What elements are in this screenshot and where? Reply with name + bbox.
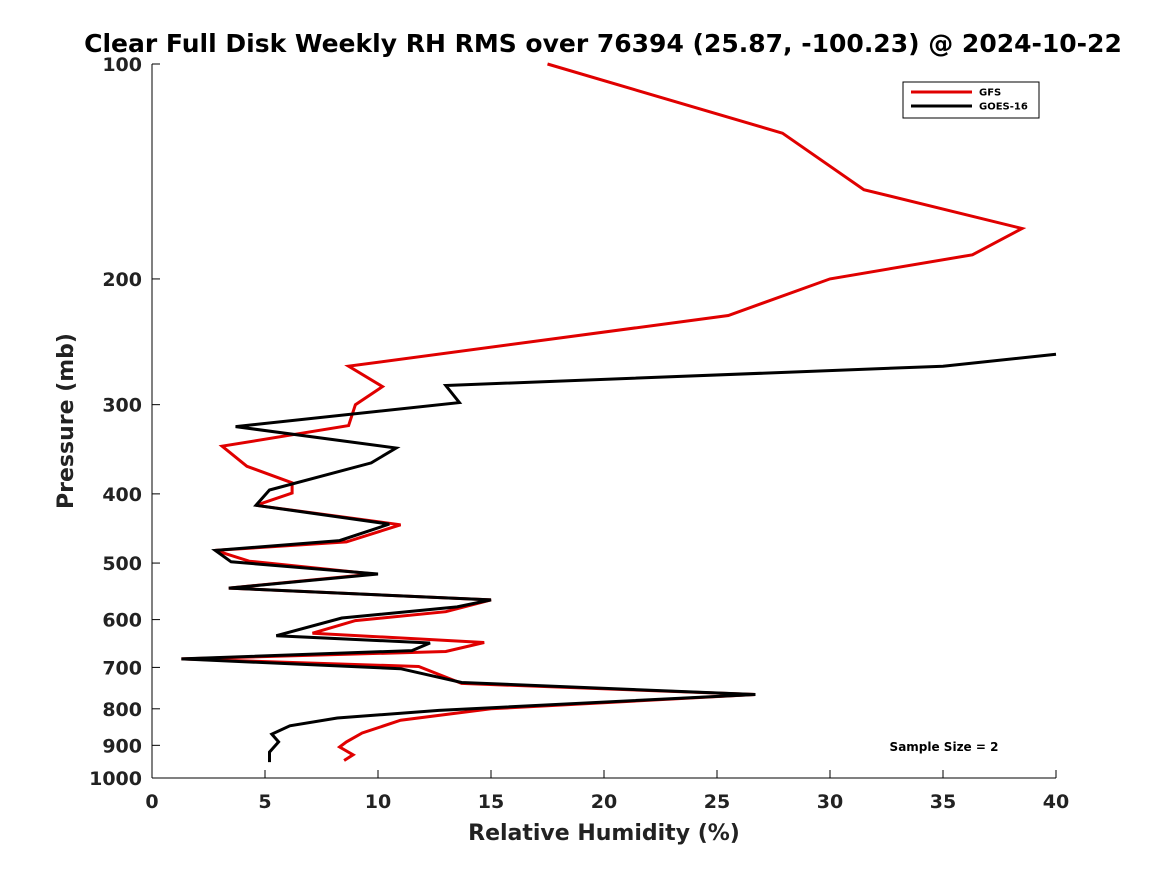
x-tick-label: 35 <box>930 791 956 813</box>
legend-box <box>902 81 1040 119</box>
legend-label-goes-16: GOES-16 <box>979 102 1028 113</box>
y-axis-label: Pressure (mb) <box>54 333 79 509</box>
y-tick-label: 800 <box>102 699 142 721</box>
x-axis-label: Relative Humidity (%) <box>468 821 740 846</box>
x-tick-label: 15 <box>478 791 504 813</box>
legend: GFS GOES-16 <box>902 81 1040 119</box>
y-tick-label: 600 <box>102 610 142 632</box>
x-tick-label: 20 <box>591 791 617 813</box>
y-tick-label: 1000 <box>89 768 142 790</box>
x-tick-label: 0 <box>145 791 158 813</box>
y-tick-label: 400 <box>102 484 142 506</box>
sample-size-note: Sample Size = 2 <box>890 740 999 754</box>
x-tick-label: 40 <box>1043 791 1069 813</box>
legend-label-gfs: GFS <box>979 88 1001 99</box>
x-tick-label: 5 <box>258 791 271 813</box>
series-line-gfs <box>181 62 1027 762</box>
y-tick-label: 300 <box>102 395 142 417</box>
y-axis: 100 200 300 400 500 600 700 800 900 1000 <box>89 54 160 790</box>
y-tick-label: 200 <box>102 269 142 291</box>
x-tick-label: 30 <box>817 791 843 813</box>
series-line-goes-16 <box>181 352 1057 763</box>
y-tick-label: 500 <box>102 553 142 575</box>
y-tick-label: 100 <box>102 54 142 76</box>
series-layer <box>181 62 1057 763</box>
x-axis: 0 5 10 15 20 25 30 35 40 <box>145 770 1069 813</box>
x-tick-label: 25 <box>704 791 730 813</box>
chart-title: Clear Full Disk Weekly RH RMS over 76394… <box>84 29 1122 58</box>
y-tick-label: 900 <box>102 735 142 757</box>
y-tick-label: 700 <box>102 657 142 679</box>
x-tick-label: 10 <box>365 791 391 813</box>
